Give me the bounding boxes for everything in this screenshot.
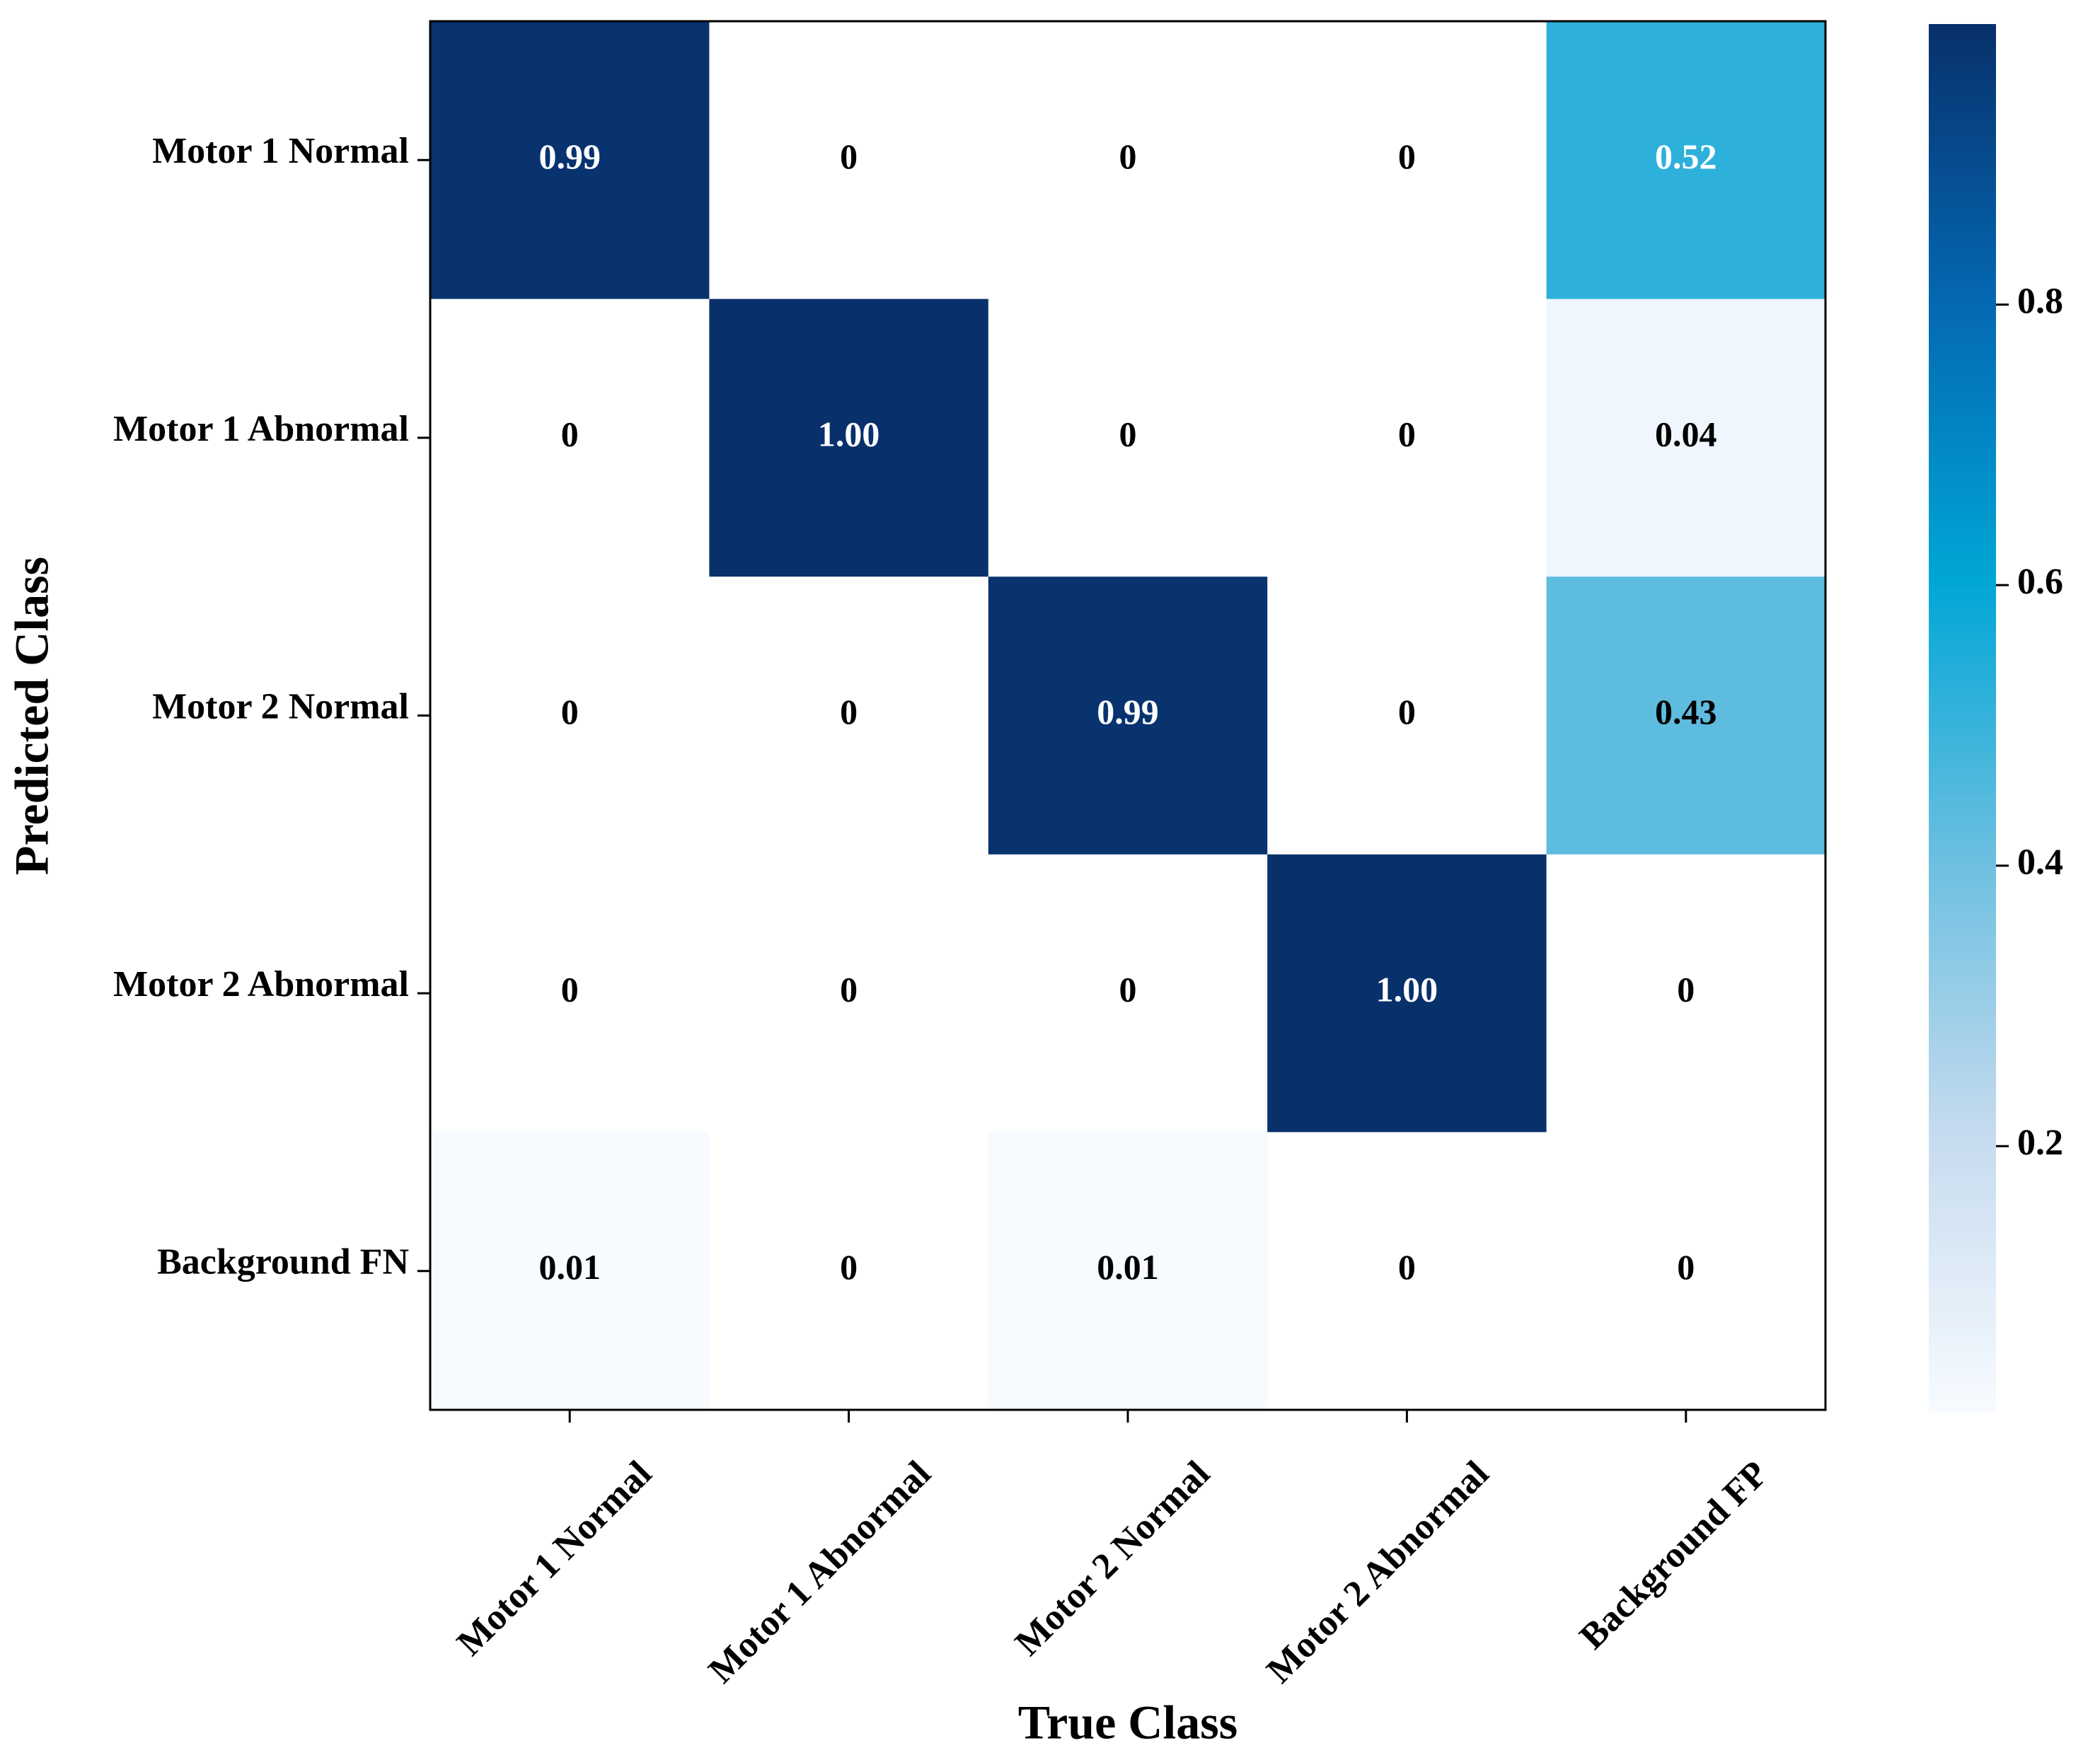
cell-label: 0 [1119, 137, 1137, 176]
heatmap-cell [430, 21, 710, 300]
heatmap-cell [709, 577, 989, 855]
heatmap-cell [1267, 299, 1547, 577]
colorbar-tick-label: 0.8 [2017, 282, 2063, 322]
heatmap-cell [430, 577, 710, 855]
y-tick-label: Motor 1 Abnormal [113, 409, 409, 449]
x-tick-label: Motor 1 Abnormal [701, 1454, 939, 1691]
heatmap-cell [1267, 21, 1547, 300]
y-tick-label: Motor 1 Normal [152, 131, 409, 171]
heatmap-cell [709, 21, 989, 300]
cell-label: 0.04 [1655, 414, 1717, 453]
heatmap-cell [1546, 21, 1826, 300]
cell-label: 0 [840, 970, 858, 1009]
heatmap-cell [1546, 1132, 1826, 1411]
heatmap-cell [1546, 299, 1826, 577]
cell-label: 0 [840, 1247, 858, 1287]
heatmap-cell [1267, 1132, 1547, 1411]
colorbar-tick-label: 0.4 [2017, 843, 2063, 883]
cell-label: 0.43 [1655, 692, 1717, 731]
cell-label: 0 [561, 970, 579, 1009]
cell-label: 0.01 [538, 1247, 601, 1287]
heatmap-cell [988, 1132, 1268, 1411]
colorbar [1929, 24, 1996, 1413]
x-tick-label: Motor 2 Normal [1008, 1454, 1218, 1664]
cell-label: 0.99 [1097, 692, 1159, 731]
cell-label: 0 [1119, 970, 1137, 1009]
cell-label: 0 [1398, 692, 1416, 731]
heatmap-cell [988, 21, 1268, 300]
cell-label: 0 [561, 692, 579, 731]
heatmap-cell [709, 854, 989, 1133]
cell-label: 1.00 [1376, 970, 1438, 1009]
colorbar-tick-label: 0.2 [2017, 1123, 2063, 1163]
x-tick-label: Motor 2 Abnormal [1259, 1454, 1497, 1691]
cell-label: 0 [1677, 970, 1695, 1009]
heatmap-cell [988, 577, 1268, 855]
cell-label: 0 [1398, 414, 1416, 453]
x-tick-label: Background FP [1572, 1454, 1776, 1657]
y-axis-label: Predicted Class [5, 557, 59, 875]
heatmap-cell [988, 854, 1268, 1133]
cell-label: 1.00 [818, 414, 880, 453]
heatmap-cell [1267, 854, 1547, 1133]
heatmap-cell [430, 1132, 710, 1411]
cell-label: 0 [561, 414, 579, 453]
cell-label: 0.01 [1097, 1247, 1159, 1287]
cell-label: 0 [1398, 137, 1416, 176]
heatmap-cell [1267, 577, 1547, 855]
heatmap-cell [430, 854, 710, 1133]
heatmap-cell [1546, 854, 1826, 1133]
heatmap-cell [988, 299, 1268, 577]
cell-label: 0 [1398, 1247, 1416, 1287]
cell-label: 0 [1119, 414, 1137, 453]
heatmap-cell [430, 299, 710, 577]
y-tick-label: Motor 2 Abnormal [113, 964, 409, 1005]
y-tick-label: Background FN [157, 1242, 409, 1283]
heatmap-cell [1546, 577, 1826, 855]
cell-label: 0.52 [1655, 137, 1717, 176]
cell-label: 0.99 [538, 137, 601, 176]
heatmap-cell [709, 1132, 989, 1411]
cell-label: 0 [840, 692, 858, 731]
x-tick-label: Motor 1 Normal [449, 1454, 659, 1664]
colorbar-tick-label: 0.6 [2017, 562, 2063, 602]
cell-label: 0 [1677, 1247, 1695, 1287]
heatmap-cell [709, 299, 989, 577]
y-tick-label: Motor 2 Normal [152, 686, 409, 726]
cell-label: 0 [840, 137, 858, 176]
x-axis-label: True Class [1018, 1696, 1238, 1749]
